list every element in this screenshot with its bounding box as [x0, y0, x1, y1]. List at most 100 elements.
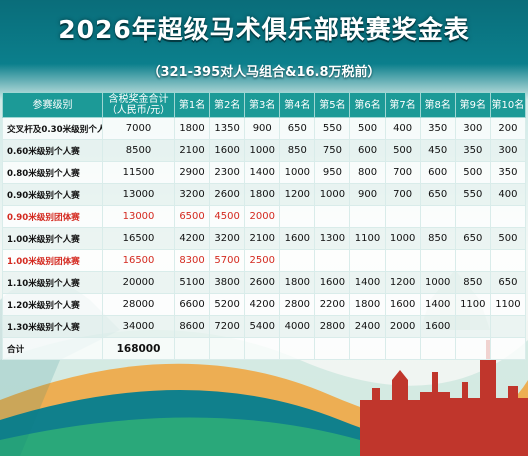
prize-cell: 4200: [244, 293, 281, 316]
row-total: 8500: [102, 139, 175, 162]
header-level: 参赛级别: [2, 92, 103, 118]
grand-total: 168000: [102, 337, 175, 360]
table-header-row: 参赛级别 含税奖金合计（人民币/元） 第1名 第2名 第3名 第4名 第5名 第…: [2, 92, 527, 118]
row-level: 1.30米级别个人赛: [2, 315, 103, 338]
prize-cell: 350: [454, 139, 491, 162]
prize-cell: 3800: [209, 271, 246, 294]
prize-cell: [489, 249, 527, 272]
prize-cell: 1200: [279, 183, 316, 206]
table-cell: [489, 337, 527, 360]
prize-cell: 950: [314, 161, 351, 184]
prize-cell: 650: [489, 271, 527, 294]
table-cell: [279, 337, 316, 360]
prize-cell: 350: [419, 117, 456, 140]
row-level: 1.10米级别个人赛: [2, 271, 103, 294]
table-row: 交叉杆及0.30米级别个人赛70001800135090065055050040…: [2, 117, 527, 140]
header-rank-3: 第3名: [244, 92, 281, 118]
prize-cell: 2600: [244, 271, 281, 294]
row-total: 11500: [102, 161, 175, 184]
prize-cell: 4500: [209, 205, 246, 228]
prize-cell: 600: [419, 161, 456, 184]
prize-cell: 650: [419, 183, 456, 206]
table-cell: [349, 337, 386, 360]
prize-cell: 850: [279, 139, 316, 162]
prize-cell: 400: [384, 117, 421, 140]
prize-cell: 7200: [209, 315, 246, 338]
prize-table: 参赛级别 含税奖金合计（人民币/元） 第1名 第2名 第3名 第4名 第5名 第…: [2, 92, 527, 360]
prize-cell: 5200: [209, 293, 246, 316]
prize-cell: 2300: [209, 161, 246, 184]
header-rank-4: 第4名: [279, 92, 316, 118]
table-row: 0.90米级别个人赛 13000 3200 2600 1800 1200 1000 900 70…: [2, 183, 527, 206]
prize-cell: [419, 205, 456, 228]
prize-cell: 2900: [173, 161, 211, 184]
prize-cell: [349, 249, 386, 272]
prize-cell: 8300: [173, 249, 211, 272]
row-level: 0.90米级别个人赛: [2, 183, 103, 206]
prize-cell: 550: [314, 117, 351, 140]
table-cell: [384, 337, 421, 360]
prize-cell: 750: [314, 139, 351, 162]
row-total: 13000: [102, 205, 175, 228]
prize-cell: 500: [384, 139, 421, 162]
prize-cell: 1600: [419, 315, 456, 338]
header-rank-5: 第5名: [314, 92, 351, 118]
prize-cell: [419, 249, 456, 272]
prize-cell: 2500: [244, 249, 281, 272]
prize-cell: 550: [454, 183, 491, 206]
prize-cell: [314, 249, 351, 272]
prize-cell: 5400: [244, 315, 281, 338]
prize-cell: 500: [349, 117, 386, 140]
prize-cell: 1600: [209, 139, 246, 162]
prize-cell: [454, 315, 491, 338]
prize-cell: [349, 205, 386, 228]
header-total: 含税奖金合计（人民币/元）: [102, 92, 175, 118]
prize-cell: 2100: [244, 227, 281, 250]
prize-cell: 5700: [209, 249, 246, 272]
header-rank-9: 第9名: [454, 92, 491, 118]
row-total: 7000: [102, 117, 175, 140]
table-row: 1.00米级别个人赛 16500 4200 3200 2100 1600 1300 1100 1…: [2, 227, 527, 250]
prize-cell: 1800: [173, 117, 211, 140]
prize-cell: 3200: [209, 227, 246, 250]
prize-cell: 2600: [209, 183, 246, 206]
table-cell: [314, 337, 351, 360]
prize-cell: 900: [349, 183, 386, 206]
table-cell: [244, 337, 281, 360]
row-total: 13000: [102, 183, 175, 206]
row-total: 20000: [102, 271, 175, 294]
prize-cell: 1000: [244, 139, 281, 162]
prize-cell: 650: [279, 117, 316, 140]
prize-cell: 1600: [314, 271, 351, 294]
prize-cell: 400: [489, 183, 527, 206]
prize-cell: 4000: [279, 315, 316, 338]
prize-cell: [454, 205, 491, 228]
prize-cell: 1800: [279, 271, 316, 294]
prize-cell: 1000: [419, 271, 456, 294]
header-rank-1: 第1名: [173, 92, 211, 118]
row-total: 16500: [102, 227, 175, 250]
prize-cell: 2100: [173, 139, 211, 162]
prize-cell: 1000: [279, 161, 316, 184]
prize-cell: 1100: [489, 293, 527, 316]
prize-cell: [279, 249, 316, 272]
prize-cell: 350: [489, 161, 527, 184]
row-level: 1.00米级别个人赛: [2, 227, 103, 250]
prize-cell: 6600: [173, 293, 211, 316]
total-label: 合计: [2, 337, 103, 360]
prize-cell: 1350: [209, 117, 246, 140]
header-rank-8: 第8名: [419, 92, 456, 118]
prize-cell: 500: [489, 227, 527, 250]
page-title: 2026年超级马术俱乐部联赛奖金表: [58, 15, 470, 44]
prize-cell: 650: [454, 227, 491, 250]
prize-cell: 2000: [384, 315, 421, 338]
prize-cell: 1200: [384, 271, 421, 294]
prize-cell: 4200: [173, 227, 211, 250]
prize-cell: 450: [419, 139, 456, 162]
prize-cell: 1100: [349, 227, 386, 250]
table-row: 0.60米级别个人赛 8500 2100 1600 1000 850 750 600 500 45…: [2, 139, 527, 162]
prize-cell: 800: [349, 161, 386, 184]
prize-cell: 2200: [314, 293, 351, 316]
row-total: 28000: [102, 293, 175, 316]
